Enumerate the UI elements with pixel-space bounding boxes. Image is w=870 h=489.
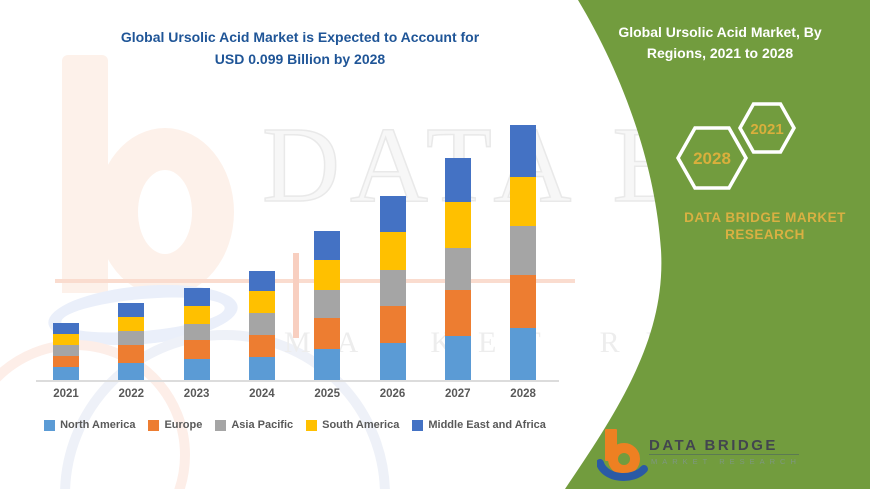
bar-segment-2024-asia-pacific (248, 313, 275, 335)
chart-title-line2: USD 0.099 Billion by 2028 (214, 51, 386, 67)
brand-name-line1: DATA BRIDGE MARKET (684, 210, 846, 225)
x-axis-line (36, 380, 559, 382)
legend-item-middle-east-and-africa: Middle East and Africa (412, 419, 546, 431)
bar-segment-2024-europe (248, 335, 275, 357)
legend-label: Asia Pacific (231, 419, 294, 431)
x-axis-label-2025: 2025 (314, 388, 340, 400)
bar-segment-2023-north-america (183, 359, 210, 380)
bar-segment-2026-south-america (379, 232, 406, 270)
hexagon-year-badges: 2028 2021 (675, 102, 797, 190)
bar-segment-2028-europe (510, 275, 537, 328)
bar-segment-2027-europe (444, 290, 471, 336)
bar-segment-2025-north-america (314, 349, 341, 380)
hexagon-2021-outline (737, 102, 797, 154)
logo-brand-text: DATA BRIDGE (649, 437, 778, 454)
data-bridge-logo: DATA BRIDGE MARKET RESEARCH (596, 427, 837, 483)
bar-segment-2026-middle-east-and-africa (379, 196, 406, 232)
bar-2028 (510, 125, 537, 380)
bar-segment-2022-middle-east-and-africa (118, 303, 145, 317)
bar-segment-2027-asia-pacific (444, 248, 471, 290)
bar-2026 (379, 196, 406, 380)
bar-segment-2025-south-america (314, 260, 341, 290)
bar-segment-2022-north-america (118, 363, 145, 380)
hexagon-2021-label: 2021 (750, 121, 783, 138)
bar-segment-2023-south-america (183, 306, 210, 324)
bar-segment-2024-north-america (248, 357, 275, 380)
legend-swatch (44, 419, 56, 431)
bar-segment-2027-middle-east-and-africa (444, 158, 471, 202)
bar-segment-2028-south-america (510, 177, 537, 226)
legend-swatch (215, 419, 227, 431)
right-panel-title-line1: Global Ursolic Acid Market, By (618, 24, 822, 40)
bar-segment-2027-south-america (444, 202, 471, 248)
hexagon-2028-label: 2028 (693, 149, 731, 168)
hexagon-2028-outline (675, 126, 749, 190)
bar-segment-2028-asia-pacific (510, 226, 537, 275)
bar-segment-2021-middle-east-and-africa (53, 323, 79, 334)
chart-legend: North America Europe Asia Pacific South Ame… (28, 419, 562, 431)
logo-sub-text: MARKET RESEARCH (651, 457, 801, 466)
bar-segment-2027-north-america (444, 336, 471, 380)
right-panel-title-line2: Regions, 2021 to 2028 (646, 45, 794, 61)
bar-2027 (444, 158, 471, 380)
legend-label: North America (60, 419, 136, 431)
bar-segment-2022-south-america (118, 317, 145, 331)
legend-item-asia-pacific: Asia Pacific (215, 419, 293, 431)
logo-divider (649, 454, 799, 455)
legend-swatch (412, 419, 424, 431)
bar-segment-2023-europe (183, 340, 210, 359)
bar-segment-2025-asia-pacific (314, 290, 341, 318)
brand-name-line2: RESEARCH (725, 227, 805, 242)
legend-swatch (306, 419, 318, 431)
bar-segment-2024-south-america (248, 291, 275, 313)
bar-segment-2026-asia-pacific (379, 270, 406, 306)
chart-title: Global Ursolic Acid Market is Expected t… (50, 26, 550, 70)
x-axis-label-2022: 2022 (118, 388, 145, 400)
legend-label: Middle East and Africa (428, 419, 546, 431)
x-axis-label-2027: 2027 (445, 388, 471, 400)
legend-item-north-america: North America (44, 419, 135, 431)
bar-segment-2025-middle-east-and-africa (314, 231, 341, 260)
x-axis-label-2024: 2024 (249, 388, 275, 400)
data-bridge-logo-icon (596, 429, 648, 481)
legend-swatch (148, 419, 160, 431)
bar-segment-2028-north-america (510, 328, 537, 380)
bar-segment-2028-middle-east-and-africa (510, 125, 537, 177)
x-axis-label-2028: 2028 (510, 388, 536, 400)
brand-name-text: DATA BRIDGE MARKET RESEARCH (660, 209, 870, 243)
right-panel-title: Global Ursolic Acid Market, By Regions, … (600, 22, 840, 64)
chart-title-line1: Global Ursolic Acid Market is Expected t… (120, 29, 480, 45)
x-axis-label-2023: 2023 (183, 388, 210, 400)
